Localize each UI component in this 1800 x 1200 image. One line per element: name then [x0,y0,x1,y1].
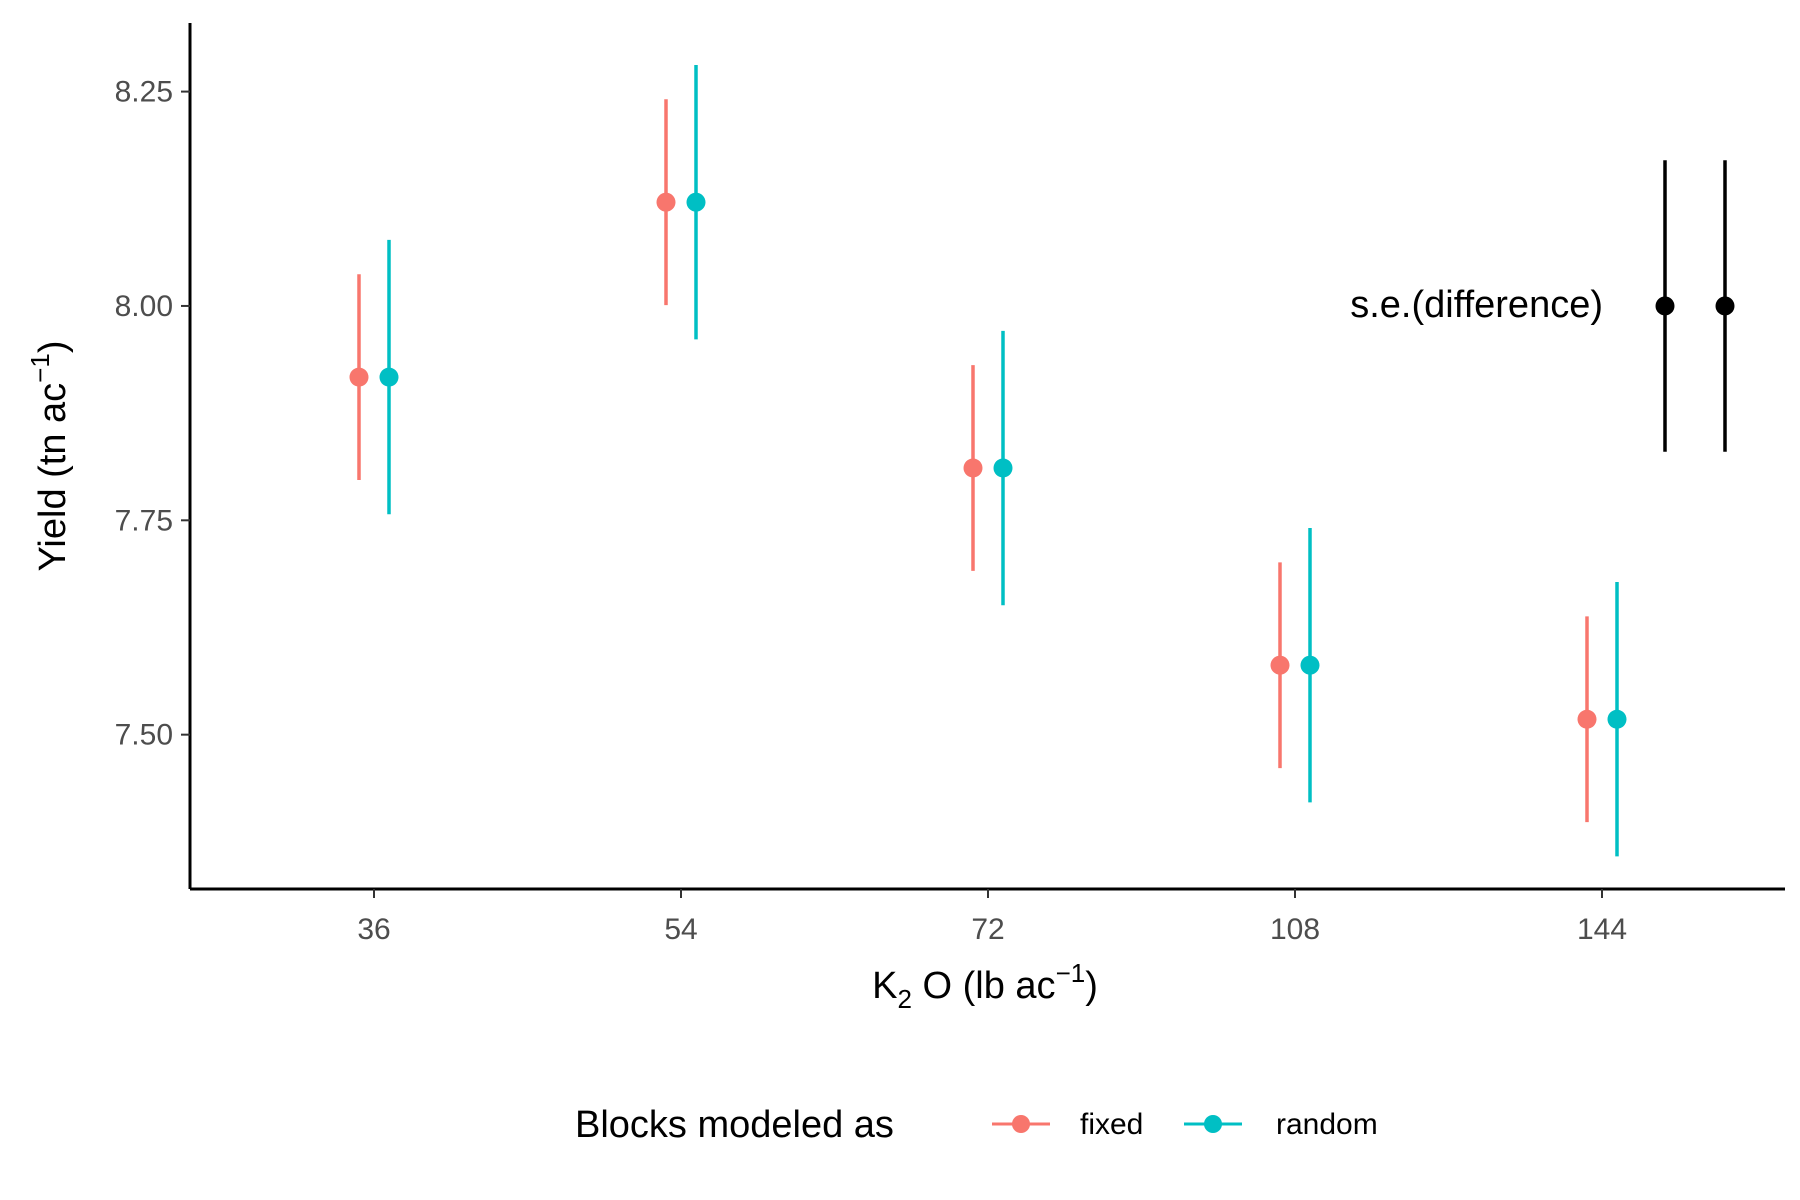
legend-label-fixed: fixed [1080,1108,1143,1141]
point-random [993,458,1013,478]
legend-key-dot-fixed [1012,1115,1030,1133]
y-ticks: 7.50 7.75 8.00 8.25 [115,76,190,752]
point-fixed [656,192,676,212]
point-random [1300,655,1320,675]
y-tick-label: 7.75 [115,504,173,537]
x-tick-label: 108 [1270,913,1320,946]
x-ticks: 36 54 72 108 144 [357,889,1627,946]
y-tick-label: 8.25 [115,76,173,109]
point-random [686,192,706,212]
point-random [1607,709,1627,729]
legend: Blocks modeled as fixed random [575,1104,1378,1146]
legend-key-dot-random [1204,1115,1222,1133]
y-tick-label: 7.50 [115,719,173,752]
legend-title: Blocks modeled as [575,1104,894,1146]
y-tick-label: 8.00 [115,290,173,323]
y-axis-title: Yield (tn ac−1) [25,341,74,572]
x-axis-title: K2 O (lb ac−1) [872,958,1098,1014]
sed-point [1715,296,1735,316]
chart-marks [349,65,1735,857]
point-fixed [1270,655,1290,675]
point-fixed [349,367,369,387]
x-tick-label: 36 [357,913,390,946]
legend-item-fixed: fixed [992,1108,1143,1141]
sed-label: s.e.(difference) [1350,284,1603,326]
point-fixed [963,458,983,478]
legend-item-random: random [1184,1108,1378,1141]
sed-point [1655,296,1675,316]
point-fixed [1577,709,1597,729]
x-tick-label: 54 [664,913,697,946]
x-tick-label: 72 [971,913,1004,946]
legend-label-random: random [1276,1108,1378,1141]
point-random [379,367,399,387]
x-tick-label: 144 [1577,913,1627,946]
